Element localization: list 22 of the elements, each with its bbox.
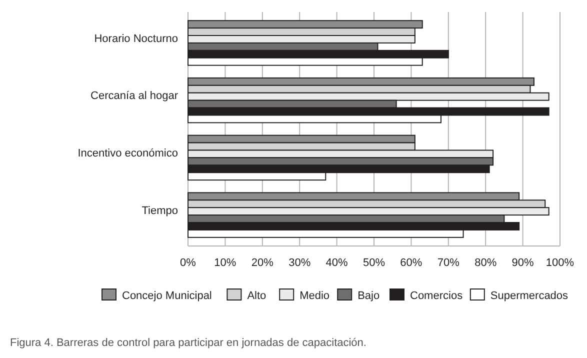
y-tick-label: Cercanía al hogar (90, 90, 178, 102)
x-tick-label: 30% (288, 257, 311, 269)
y-tick-label: Horario Nocturno (94, 32, 178, 45)
legend-label: Alto (247, 290, 266, 302)
legend-label: Concejo Municipal (122, 290, 212, 302)
x-tick-label: 50% (362, 257, 386, 269)
y-tick-label: Incentivo económico (78, 148, 178, 160)
x-tick-label: 20% (251, 257, 274, 269)
x-tick-label: 70% (437, 257, 460, 269)
x-tick-label: 90% (512, 257, 534, 269)
legend-label: Supermercados (490, 290, 569, 302)
legend-label: Bajo (358, 290, 380, 302)
legend-label: Medio (300, 290, 330, 302)
x-tick-label: 10% (214, 257, 236, 269)
y-tick-label: Tiempo (142, 204, 178, 217)
legend-label: Comercios (410, 290, 464, 302)
text: Figura 4. Barreras de control para participar en jornadas de capacitación. (10, 337, 366, 349)
x-tick-label: 100% (546, 257, 574, 269)
x-tick-label: 60% (400, 257, 422, 269)
x-tick-label: 80% (474, 257, 497, 269)
x-tick-label: 40% (326, 257, 348, 269)
x-tick-label: 0% (180, 257, 196, 269)
